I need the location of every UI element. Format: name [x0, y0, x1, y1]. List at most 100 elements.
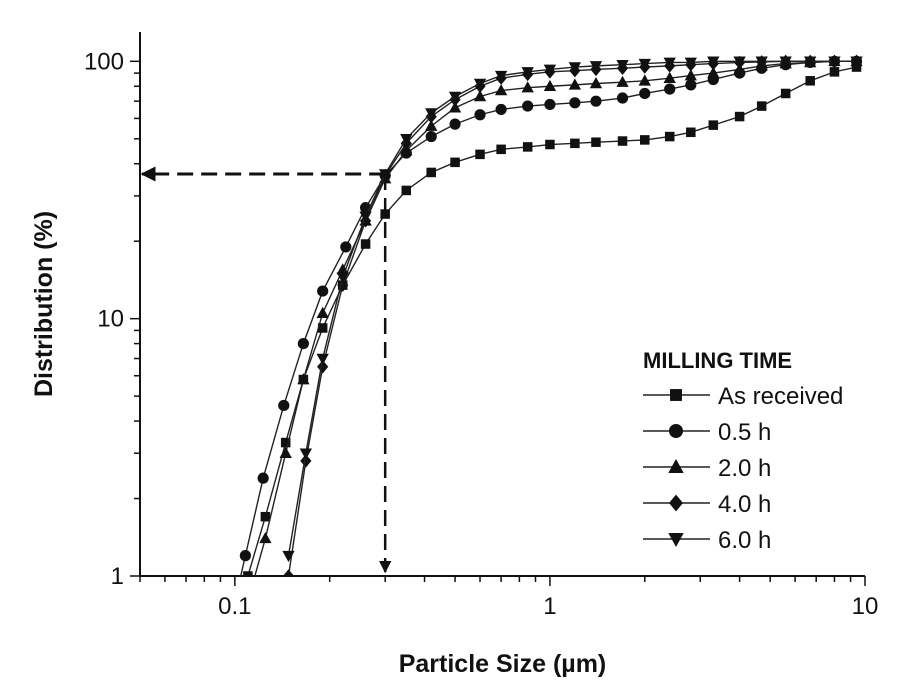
plot-series — [222, 54, 863, 638]
data-point-6-0-h — [568, 62, 582, 74]
legend-label: 6.0 h — [718, 527, 771, 554]
data-point-6-0-h — [425, 108, 438, 120]
data-point-2-0-h — [297, 373, 310, 385]
legend-item-0-5-h: 0.5 h — [643, 419, 771, 446]
data-point-0-5-h — [297, 337, 309, 350]
legend-title: MILLING TIME — [643, 348, 792, 373]
data-point-0-5-h — [664, 83, 676, 95]
data-point-2-0-h — [638, 74, 651, 86]
data-point-2-0-h — [543, 79, 557, 92]
data-point-0-5-h — [616, 92, 629, 104]
data-point-as-received — [317, 323, 328, 333]
data-point-6-0-h — [521, 67, 534, 79]
data-point-4-0-h — [317, 360, 329, 374]
y-axis-ticks: 1 10 100 — [84, 48, 140, 590]
data-point-6-0-h — [336, 272, 349, 284]
data-point-0-5-h — [278, 399, 290, 412]
x-axis-ticks: 0.1 1 10 — [139, 576, 879, 620]
data-point-6-0-h — [684, 57, 697, 69]
y-tick-label: 100 — [84, 48, 124, 75]
data-point-as-received — [450, 157, 460, 168]
data-point-as-received — [496, 144, 506, 155]
data-point-6-0-h — [779, 56, 792, 68]
data-point-6-0-h — [494, 70, 508, 83]
legend-label: 2.0 h — [718, 455, 771, 482]
data-point-0-5-h — [522, 100, 534, 112]
data-point-6-0-h — [379, 169, 392, 181]
legend-marker — [668, 533, 684, 548]
data-point-0-5-h — [590, 95, 602, 107]
data-point-6-0-h — [282, 550, 295, 563]
data-point-0-5-h — [474, 109, 486, 121]
legend-item-as-received: As received — [643, 383, 843, 410]
data-point-as-received — [664, 131, 675, 142]
data-point-as-received — [640, 135, 650, 145]
data-point-6-0-h — [359, 211, 372, 223]
data-point-2-0-h — [707, 66, 720, 78]
data-point-6-0-h — [299, 448, 312, 460]
data-point-2-0-h — [259, 531, 272, 544]
x-tick-label: 0.1 — [218, 593, 251, 620]
data-point-6-0-h — [448, 91, 462, 103]
data-point-0-5-h — [222, 627, 233, 638]
legend-label: 4.0 h — [718, 491, 771, 518]
data-point-2-0-h — [448, 101, 462, 113]
data-point-6-0-h — [663, 57, 676, 69]
data-point-2-0-h — [473, 90, 487, 102]
data-point-as-received — [380, 209, 390, 219]
series-line-2-0-h — [254, 60, 857, 576]
data-point-4-0-h — [300, 454, 312, 468]
x-axis-title: Particle Size (µm) — [399, 650, 607, 678]
legend-item-4-0-h: 4.0 h — [643, 491, 771, 518]
data-point-0-5-h — [425, 130, 437, 143]
data-point-6-0-h — [543, 64, 557, 76]
data-point-6-0-h — [400, 134, 413, 146]
data-point-2-0-h — [336, 263, 349, 275]
data-point-6-0-h — [733, 56, 746, 68]
x-tick-label: 1 — [543, 593, 556, 620]
data-point-as-received — [708, 120, 719, 130]
data-point-0-5-h — [449, 118, 461, 130]
legend-label: As received — [718, 383, 843, 410]
data-point-2-0-h — [521, 81, 534, 93]
data-point-2-0-h — [494, 84, 508, 96]
data-point-6-0-h — [616, 59, 629, 72]
data-point-as-received — [617, 136, 628, 146]
data-point-0-5-h — [569, 97, 581, 109]
data-point-4-0-h — [337, 278, 349, 292]
data-point-as-received — [243, 571, 253, 576]
data-point-as-received — [426, 167, 436, 178]
data-point-2-0-h — [663, 71, 676, 83]
data-point-6-0-h — [473, 78, 487, 90]
data-point-2-0-h — [425, 119, 438, 131]
annotations — [140, 166, 392, 574]
data-point-as-received — [805, 76, 815, 86]
series-2-0-h — [254, 54, 863, 576]
data-point-0-5-h — [639, 87, 651, 100]
legend-label: 0.5 h — [718, 419, 771, 446]
axes — [139, 32, 865, 577]
data-point-6-0-h — [589, 61, 603, 73]
data-point-0-5-h — [317, 285, 329, 297]
series-6-0-h — [282, 56, 863, 563]
legend-item-2-0-h: 2.0 h — [643, 455, 771, 482]
data-point-0-5-h — [685, 79, 697, 91]
series-line-as-received — [247, 66, 857, 576]
data-point-as-received — [260, 511, 271, 522]
data-point-as-received — [686, 127, 696, 138]
data-point-as-received — [475, 149, 485, 160]
data-point-6-0-h — [755, 56, 768, 68]
data-point-as-received — [780, 88, 791, 99]
legend: MILLING TIME As received 0.5 h 2.0 h 4.0 h 6… — [643, 348, 843, 554]
x-tick-label: 10 — [852, 593, 879, 620]
series-line-6-0-h — [287, 60, 857, 556]
data-point-as-received — [570, 138, 580, 149]
legend-marker — [669, 424, 683, 438]
data-point-6-0-h — [828, 56, 841, 68]
data-point-0-5-h — [257, 472, 269, 484]
data-point-0-5-h — [495, 103, 507, 116]
data-point-0-5-h — [340, 241, 352, 253]
data-point-as-received — [360, 239, 371, 249]
data-point-2-0-h — [589, 77, 603, 89]
